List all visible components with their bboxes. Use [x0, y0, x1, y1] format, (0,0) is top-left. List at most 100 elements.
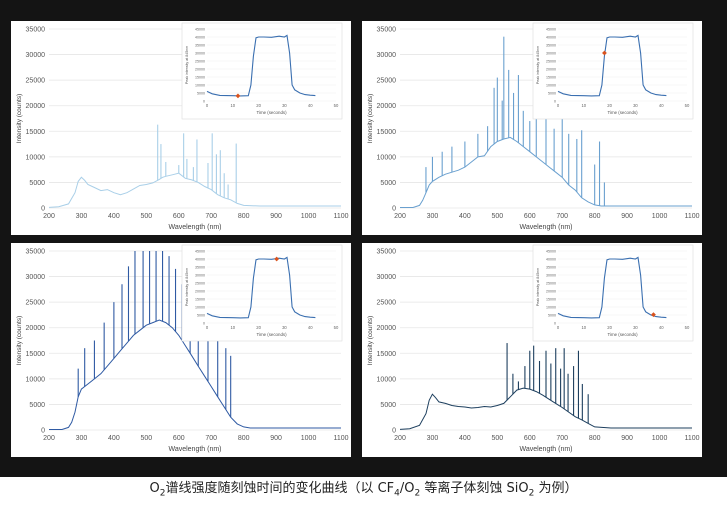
caption-text: 等离子体刻蚀 SiO — [420, 481, 529, 496]
caption-text: /O — [399, 481, 415, 496]
inset-y-tick-label: 35000 — [195, 44, 205, 48]
y-tick-label: 15000 — [377, 129, 397, 136]
y-tick-label: 30000 — [377, 52, 397, 59]
inset-box — [181, 244, 343, 342]
x-tick-label: 1000 — [301, 435, 317, 442]
inset-y-tick-label: 35000 — [195, 266, 205, 270]
y-tick-label: 10000 — [26, 376, 46, 383]
inset-x-tick-label: 0 — [557, 325, 560, 330]
inset-y-tick-label: 10000 — [195, 84, 205, 88]
inset-y-axis-label: Peak intensity at 845nm — [185, 46, 189, 84]
inset-y-tick-label: 0 — [203, 100, 205, 104]
inset-y-tick-label: 30000 — [195, 52, 205, 56]
y-tick-label: 25000 — [26, 78, 46, 85]
inset-y-tick-label: 25000 — [195, 60, 205, 64]
x-tick-label: 700 — [556, 213, 568, 220]
x-axis-label: Wavelength (nm) — [519, 224, 572, 231]
x-axis-label: Wavelength (nm) — [168, 224, 221, 231]
x-tick-label: 1100 — [333, 213, 348, 220]
spectrum-line — [49, 172, 341, 208]
inset-y-tick-label: 15000 — [546, 298, 556, 302]
inset-x-tick-label: 50 — [334, 103, 339, 108]
chart-panel-top-right: 0 5000 10000 15000 20000 25000 30000 35000 200 30… — [362, 21, 702, 235]
inset-y-tick-label: 5000 — [197, 92, 205, 96]
plot-area — [49, 124, 341, 208]
inset-y-tick-label: 0 — [554, 322, 556, 326]
y-tick-label: 35000 — [377, 249, 397, 256]
inset-y-tick-label: 5000 — [197, 314, 205, 318]
inset-x-tick-label: 0 — [206, 325, 209, 330]
inset-y-tick-label: 0 — [554, 100, 556, 104]
y-axis-label: Intensity (counts) — [16, 94, 23, 144]
inset-y-tick-label: 30000 — [195, 274, 205, 278]
x-tick-label: 1000 — [301, 213, 317, 220]
inset-y-tick-label: 25000 — [546, 60, 556, 64]
inset-x-tick-label: 30 — [633, 325, 638, 330]
inset-time-marker — [651, 312, 656, 318]
x-tick-label: 600 — [524, 213, 536, 220]
inset-x-tick-label: 20 — [607, 325, 612, 330]
x-tick-label: 600 — [173, 213, 185, 220]
y-tick-label: 20000 — [377, 103, 397, 110]
inset-x-axis-label: Time (seconds) — [256, 110, 287, 115]
caption-subscript: 2 — [528, 488, 535, 499]
y-tick-label: 5000 — [380, 180, 396, 187]
inset-x-tick-label: 40 — [659, 103, 664, 108]
y-tick-label: 10000 — [26, 154, 46, 161]
inset-x-tick-label: 10 — [581, 103, 586, 108]
inset-y-tick-label: 35000 — [546, 44, 556, 48]
inset-x-tick-label: 30 — [282, 103, 287, 108]
spectrum-line — [49, 319, 341, 430]
x-tick-label: 300 — [427, 435, 439, 442]
inset-x-tick-label: 40 — [308, 325, 313, 330]
y-tick-label: 25000 — [377, 300, 397, 307]
caption-text: O — [149, 481, 160, 496]
inset-y-tick-label: 10000 — [546, 84, 556, 88]
x-tick-label: 300 — [76, 435, 88, 442]
x-tick-label: 200 — [394, 435, 406, 442]
x-tick-label: 900 — [270, 213, 282, 220]
x-tick-label: 500 — [140, 213, 152, 220]
inset-x-tick-label: 10 — [230, 325, 235, 330]
inset-time-marker — [602, 50, 607, 56]
y-tick-label: 25000 — [26, 300, 46, 307]
inset-x-tick-label: 20 — [256, 103, 261, 108]
y-tick-label: 25000 — [377, 78, 397, 85]
plot-area — [49, 251, 341, 430]
inset-x-tick-label: 50 — [685, 103, 690, 108]
inset-time-series-line — [557, 34, 667, 97]
x-tick-label: 900 — [621, 435, 633, 442]
y-axis-label: Intensity (counts) — [367, 94, 374, 144]
x-tick-label: 200 — [394, 213, 406, 220]
inset-x-tick-label: 10 — [230, 103, 235, 108]
y-tick-label: 20000 — [377, 325, 397, 332]
y-tick-label: 35000 — [377, 27, 397, 34]
inset-time-marker — [235, 93, 241, 99]
chart-panel-top-left: 0 5000 10000 15000 20000 25000 30000 35000 200 30… — [11, 21, 351, 235]
plot-area — [400, 36, 692, 208]
x-axis-label: Wavelength (nm) — [519, 446, 572, 453]
y-tick-label: 20000 — [26, 103, 46, 110]
inset-y-tick-label: 40000 — [195, 36, 205, 40]
inset-x-tick-label: 10 — [581, 325, 586, 330]
inset-y-tick-label: 15000 — [195, 76, 205, 80]
inset-x-tick-label: 50 — [334, 325, 339, 330]
inset-time-series-line — [206, 256, 316, 319]
inset-y-tick-label: 20000 — [546, 68, 556, 72]
y-tick-label: 0 — [392, 428, 396, 435]
inset-box — [532, 244, 694, 342]
inset-x-tick-label: 0 — [557, 103, 560, 108]
x-axis-label: Wavelength (nm) — [168, 446, 221, 453]
x-tick-label: 200 — [43, 435, 55, 442]
y-tick-label: 15000 — [26, 129, 46, 136]
inset-x-tick-label: 40 — [308, 103, 313, 108]
inset-x-axis-label: Time (seconds) — [607, 110, 638, 115]
plot-area — [400, 343, 692, 430]
figure-caption: O2谱线强度随刻蚀时间的变化曲线（以 CF4/O2 等离子体刻蚀 SiO2 为例… — [0, 478, 727, 500]
x-tick-label: 400 — [459, 213, 471, 220]
inset-box — [181, 22, 343, 120]
inset-y-tick-label: 15000 — [195, 298, 205, 302]
